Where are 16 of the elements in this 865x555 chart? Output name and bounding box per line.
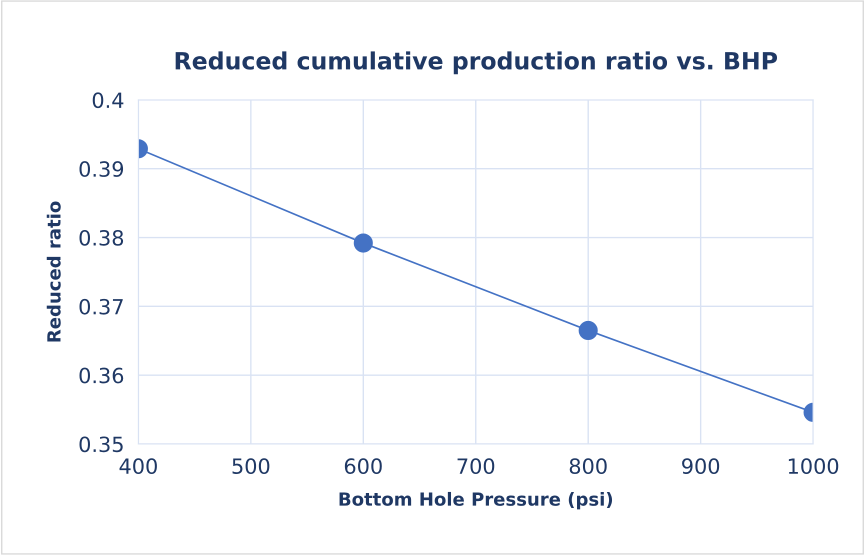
x-axis-title: Bottom Hole Pressure (psi) [340,492,612,510]
x-tick-label: 400 [120,458,157,474]
y-axis-title: Reduced ratio [46,202,61,342]
y-tick-label: 0.39 [80,161,124,177]
x-tick-label: 800 [570,458,607,474]
y-tick-label: 0.37 [80,298,123,315]
y-tick-label: 0.4 [92,92,124,108]
x-tick-label: 500 [232,458,270,474]
x-tick-label: 1000 [788,458,838,474]
x-tick-label: 700 [458,458,494,474]
x-tick-label: 900 [682,458,720,474]
y-tick-label: 0.36 [80,368,124,384]
y-tick-label: 0.38 [80,230,124,246]
chart-title: Reduced cumulative production ratio vs. BHP [176,51,778,74]
x-tick-label: 600 [344,458,382,474]
y-tick-label: 0.35 [80,436,123,452]
